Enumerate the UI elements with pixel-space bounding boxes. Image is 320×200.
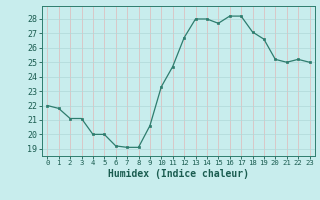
X-axis label: Humidex (Indice chaleur): Humidex (Indice chaleur) bbox=[108, 169, 249, 179]
